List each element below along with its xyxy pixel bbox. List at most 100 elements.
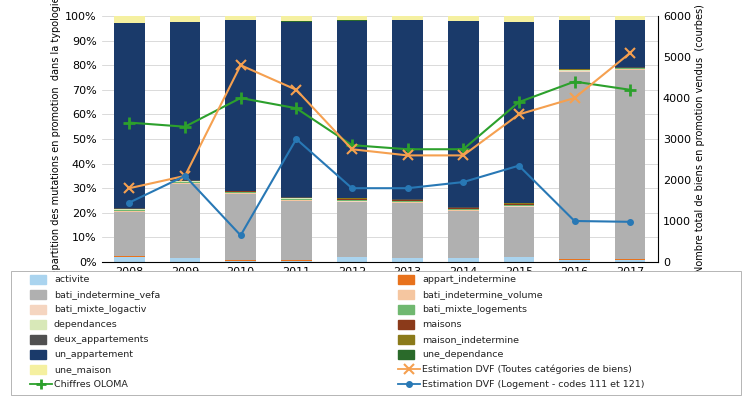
Bar <box>226 193 256 194</box>
Bar <box>398 320 414 329</box>
Bar <box>559 71 590 72</box>
Y-axis label: Nombre total de biens en promotion vendus  (courbes): Nombre total de biens en promotion vendu… <box>695 4 705 274</box>
Text: bati_indetermine_vefa: bati_indetermine_vefa <box>54 290 160 299</box>
Bar <box>504 204 534 205</box>
Bar <box>281 198 311 199</box>
Line: Chiffres OLOMA: Chiffres OLOMA <box>124 76 635 155</box>
Bar <box>504 257 534 262</box>
Line: Estimation DVF (Toutes catégories de biens): Estimation DVF (Toutes catégories de bie… <box>125 48 635 193</box>
Bar <box>448 258 478 262</box>
Bar <box>559 16 590 20</box>
Bar <box>337 198 367 199</box>
Text: bati_mixte_logements: bati_mixte_logements <box>423 305 527 314</box>
Bar <box>170 181 200 182</box>
Chiffres OLOMA <box>180 124 190 129</box>
Y-axis label: Répartition des mutations en promotion  dans la typologie: Répartition des mutations en promotion d… <box>50 0 61 282</box>
Bar <box>281 260 311 261</box>
Bar <box>398 335 414 344</box>
Bar <box>337 16 367 20</box>
Bar <box>114 209 144 210</box>
Bar <box>29 305 46 314</box>
Bar <box>448 209 478 210</box>
Estimation DVF (Logement - codes 111 et 121) <box>236 233 245 238</box>
Bar <box>393 201 423 202</box>
Bar <box>615 70 645 259</box>
Estimation DVF (Toutes catégories de biens) <box>180 174 190 178</box>
Estimation DVF (Logement - codes 111 et 121) <box>626 220 635 224</box>
Bar <box>448 211 478 258</box>
Bar <box>337 256 367 257</box>
Text: bati_mixte_logactiv: bati_mixte_logactiv <box>54 305 147 314</box>
Bar <box>29 276 46 284</box>
Bar <box>337 201 367 202</box>
Bar <box>393 203 423 258</box>
Estimation DVF (Logement - codes 111 et 121) <box>403 186 412 190</box>
Estimation DVF (Toutes catégories de biens) <box>403 153 412 158</box>
Bar <box>448 21 478 207</box>
Chiffres OLOMA <box>459 147 468 152</box>
Estimation DVF (Toutes catégories de biens) <box>514 112 523 117</box>
Bar <box>393 16 423 20</box>
Estimation DVF (Toutes catégories de biens) <box>459 153 468 158</box>
Bar <box>226 194 256 260</box>
Text: appart_indetermine: appart_indetermine <box>423 275 517 284</box>
Text: maison_indetermine: maison_indetermine <box>423 335 520 344</box>
Chiffres OLOMA <box>236 96 245 100</box>
Bar <box>170 184 200 258</box>
Bar <box>448 210 478 211</box>
Bar <box>114 23 144 208</box>
Bar <box>615 260 645 262</box>
Chiffres OLOMA <box>125 120 134 125</box>
Bar <box>615 68 645 69</box>
Text: une_maison: une_maison <box>54 365 111 374</box>
Bar <box>114 257 144 262</box>
Chiffres OLOMA <box>292 106 301 111</box>
Bar <box>615 69 645 70</box>
Bar <box>504 205 534 206</box>
Bar <box>29 335 46 344</box>
Text: bati_indetermine_volume: bati_indetermine_volume <box>423 290 543 299</box>
Bar <box>114 256 144 257</box>
Bar <box>337 257 367 262</box>
Bar <box>398 290 414 299</box>
Bar <box>398 350 414 359</box>
Bar <box>170 183 200 184</box>
Estimation DVF (Toutes catégories de biens) <box>570 96 579 100</box>
FancyBboxPatch shape <box>11 271 741 395</box>
Bar <box>559 259 590 260</box>
Bar <box>281 197 311 198</box>
Estimation DVF (Toutes catégories de biens) <box>626 50 635 55</box>
Chiffres OLOMA <box>403 147 412 152</box>
Bar <box>448 207 478 208</box>
Bar <box>226 20 256 190</box>
Bar <box>615 20 645 67</box>
Estimation DVF (Logement - codes 111 et 121) <box>180 174 190 178</box>
Text: Chiffres OLOMA: Chiffres OLOMA <box>54 380 128 389</box>
Bar <box>615 16 645 20</box>
Bar <box>504 206 534 207</box>
Bar <box>281 200 311 201</box>
Bar <box>393 199 423 200</box>
Bar <box>29 365 46 374</box>
Line: Estimation DVF (Logement - codes 111 et 121): Estimation DVF (Logement - codes 111 et … <box>126 136 633 238</box>
Bar <box>114 208 144 209</box>
Bar <box>393 258 423 262</box>
Bar <box>281 199 311 200</box>
Bar <box>559 20 590 69</box>
Bar <box>170 22 200 180</box>
Bar <box>398 305 414 314</box>
Bar <box>504 16 534 22</box>
Bar <box>337 202 367 256</box>
Bar <box>393 200 423 201</box>
Bar <box>29 290 46 299</box>
Text: Estimation DVF (Logement - codes 111 et 121): Estimation DVF (Logement - codes 111 et … <box>423 380 645 389</box>
Bar <box>114 211 144 212</box>
Bar <box>170 180 200 181</box>
Bar <box>114 210 144 211</box>
Bar <box>393 20 423 199</box>
Bar <box>170 16 200 22</box>
Bar <box>615 259 645 260</box>
Bar <box>29 320 46 329</box>
Bar <box>504 207 534 256</box>
Text: deux_appartements: deux_appartements <box>54 335 150 344</box>
